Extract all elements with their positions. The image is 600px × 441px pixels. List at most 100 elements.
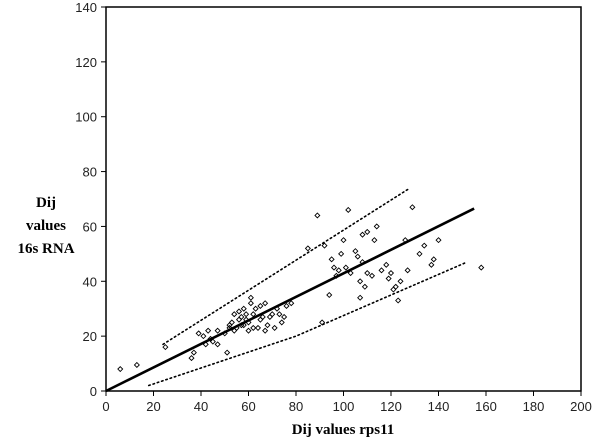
scatter-point: [373, 223, 380, 230]
x-tick-label: 40: [194, 399, 208, 414]
y-tick-label: 40: [83, 274, 97, 289]
scatter-point: [214, 327, 221, 334]
scatter-point: [328, 256, 335, 263]
scatter-point: [361, 283, 368, 290]
y-tick-label: 0: [90, 384, 97, 399]
regression-fit: [105, 207, 475, 393]
scatter-point: [271, 324, 278, 331]
scatter-point: [247, 300, 254, 307]
scatter-point: [364, 228, 371, 235]
y-axis-ticks: 0 20 40 60 80 100 120 140: [75, 0, 106, 399]
scatter-point: [133, 361, 140, 368]
scatter-point: [416, 250, 423, 257]
scatter-point: [359, 231, 366, 238]
scatter-point: [371, 237, 378, 244]
scatter-point: [283, 302, 290, 310]
x-tick-label: 100: [333, 399, 355, 414]
scatter-point: [395, 297, 402, 304]
scatter-point: [390, 286, 397, 293]
scatter-point: [387, 270, 395, 277]
scatter-point: [304, 245, 311, 252]
x-tick-label: 60: [241, 399, 255, 414]
scatter-point: [238, 313, 245, 320]
scatter-point: [347, 270, 354, 277]
scatter-point: [338, 250, 345, 257]
scatter-point: [378, 267, 385, 274]
scatter-point: [235, 308, 243, 315]
scatter-point: [264, 322, 271, 329]
y-tick-label: 100: [75, 110, 97, 125]
x-axis-title: Dij values rps11: [292, 422, 395, 438]
y-tick-label: 60: [83, 219, 97, 234]
scatter-point: [314, 212, 321, 219]
scatter-point: [262, 300, 269, 307]
y-axis-title-line-2: values: [26, 218, 66, 234]
scatter-point: [162, 344, 169, 351]
data-points: [117, 204, 485, 373]
scatter-point: [259, 313, 266, 320]
x-tick-label: 0: [102, 399, 109, 414]
scatter-point: [250, 324, 257, 331]
scatter-point: [243, 311, 250, 318]
scatter-point: [281, 313, 288, 320]
scatter-point: [319, 319, 326, 326]
x-tick-label: 20: [146, 399, 160, 414]
scatter-point: [188, 355, 195, 362]
scatter-point: [245, 327, 252, 334]
scatter-point: [340, 237, 347, 244]
scatter-point: [288, 300, 295, 307]
x-tick-label: 180: [523, 399, 545, 414]
scatter-point: [276, 311, 283, 318]
x-axis-ticks: 0 20 40 60 80 100 120 140 160 180 200: [102, 391, 592, 414]
x-tick-label: 200: [570, 399, 592, 414]
y-axis-title-line-3: 16s RNA: [17, 241, 74, 257]
scatter-point: [357, 278, 364, 285]
x-tick-label: 160: [475, 399, 497, 414]
scatter-point: [278, 319, 285, 326]
scatter-point: [254, 324, 262, 331]
scatter-point: [240, 305, 247, 312]
scatter-point: [421, 242, 428, 249]
regression-line: [105, 207, 475, 393]
y-axis-title-line-1: Dij: [36, 195, 56, 211]
scatter-point: [404, 267, 411, 274]
x-tick-label: 120: [380, 399, 402, 414]
scatter-point: [409, 204, 416, 211]
y-tick-label: 140: [75, 0, 97, 15]
plot-area-frame: [105, 6, 582, 392]
scatter-point: [205, 327, 212, 334]
scatter-point: [364, 270, 371, 277]
scatter-point: [190, 349, 197, 356]
scatter-point: [209, 338, 216, 345]
scatter-point: [385, 275, 392, 282]
scatter-point: [335, 267, 342, 274]
scatter-point: [368, 272, 376, 279]
scatter-point: [392, 283, 399, 290]
scatter-point: [354, 253, 361, 260]
scatter-point: [257, 302, 264, 310]
scatter-point: [326, 291, 333, 299]
scatter-point: [235, 316, 243, 323]
scatter-point: [266, 313, 273, 320]
scatter-point: [321, 242, 328, 249]
scatter-point: [224, 349, 231, 356]
scatter-point: [214, 341, 221, 348]
y-tick-label: 120: [75, 55, 97, 70]
scatter-point: [383, 261, 390, 268]
scatter-point: [397, 278, 404, 285]
scatter-point: [269, 311, 276, 318]
scatter-point: [262, 327, 269, 334]
scatter-point: [435, 237, 442, 244]
scatter-point: [430, 256, 437, 263]
scatter-point: [357, 294, 364, 301]
scatter-point: [247, 294, 254, 301]
x-tick-label: 140: [428, 399, 450, 414]
scatter-point: [352, 248, 359, 255]
x-tick-label: 80: [289, 399, 303, 414]
scatter-point: [195, 330, 202, 337]
scatter-point: [228, 319, 235, 326]
scatter-point: [200, 333, 207, 340]
scatter-point: [345, 206, 352, 214]
